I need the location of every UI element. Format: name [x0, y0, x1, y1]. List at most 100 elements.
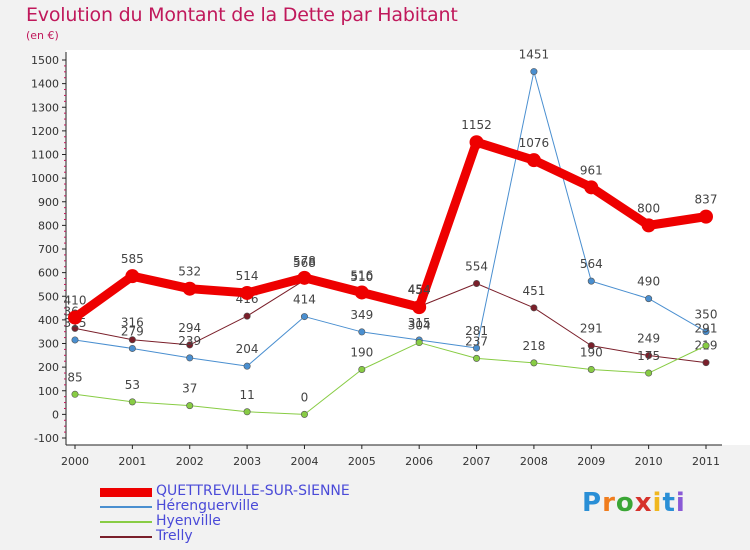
y-tick-label: -100 [34, 432, 59, 445]
series-hyenville: 85 53 37 11 0 190 304 237 218 190 175 291 [67, 319, 717, 418]
data-point [300, 410, 308, 418]
data-label: 451 [522, 284, 545, 298]
y-tick-label: 700 [38, 243, 59, 256]
data-label: 414 [293, 293, 316, 307]
logo-letter: i [675, 488, 686, 518]
data-label: 291 [695, 322, 718, 336]
data-label: 554 [465, 259, 488, 273]
y-tick-label: 500 [38, 290, 59, 303]
data-label: 190 [580, 345, 603, 359]
data-label: 304 [408, 319, 431, 333]
legend-label: QUETTREVILLE-SUR-SIENNE [156, 483, 350, 499]
data-label: 218 [522, 339, 545, 353]
x-tick-label: 2006 [405, 455, 433, 468]
data-point [186, 354, 194, 362]
data-point [71, 336, 79, 344]
data-label: 800 [637, 201, 660, 215]
data-label: 532 [178, 265, 201, 279]
data-point [412, 300, 427, 315]
x-tick-label: 2001 [118, 455, 146, 468]
legend-label: Hyenville [156, 513, 221, 529]
x-tick-label: 2004 [290, 455, 318, 468]
x-tick-label: 2003 [233, 455, 261, 468]
data-label: 0 [301, 390, 309, 404]
data-label: 291 [580, 322, 603, 336]
y-tick-label: 800 [38, 219, 59, 232]
data-label: 514 [236, 269, 259, 283]
x-tick-label: 2005 [348, 455, 376, 468]
data-point [645, 295, 653, 303]
y-tick-label: 1200 [31, 125, 59, 138]
data-label: 350 [695, 308, 718, 322]
data-point [300, 313, 308, 321]
data-point [128, 344, 136, 352]
x-tick-label: 2002 [176, 455, 204, 468]
data-point [243, 362, 251, 370]
data-point [240, 285, 255, 300]
data-label: 315 [408, 316, 431, 330]
legend-swatch [100, 521, 152, 523]
y-tick-label: 1400 [31, 78, 59, 91]
y-tick-label: 1100 [31, 149, 59, 162]
y-tick-label: 400 [38, 314, 59, 327]
data-label: 349 [350, 308, 373, 322]
proxiti-logo: Proxiti [582, 488, 686, 518]
logo-letter: o [615, 488, 635, 518]
data-point [125, 269, 140, 284]
data-label: 1152 [461, 118, 492, 132]
data-point [473, 279, 481, 287]
data-label: 516 [350, 268, 373, 282]
series-quettreville-sur-sienne: 410 585 532 514 578 516 454 1152 1076 961 800 837 [64, 118, 718, 325]
data-point [587, 365, 595, 373]
data-point [702, 342, 710, 350]
data-point [530, 359, 538, 367]
y-tick-label: 300 [38, 338, 59, 351]
y-tick-label: 600 [38, 267, 59, 280]
data-label: 85 [67, 370, 82, 384]
data-label: 11 [239, 388, 254, 402]
data-point [243, 408, 251, 416]
data-label: 175 [637, 349, 660, 363]
logo-letter: t [662, 488, 676, 518]
data-point [128, 398, 136, 406]
data-label: 316 [121, 316, 144, 330]
series-h-renguerville: 3152792392044143493152811451564490350 [64, 48, 718, 370]
x-tick-label: 2008 [520, 455, 548, 468]
data-label: 564 [580, 257, 603, 271]
data-point [473, 354, 481, 362]
data-point [358, 328, 366, 336]
data-point [641, 218, 656, 233]
legend-label: Hérenguerville [156, 498, 259, 514]
data-label: 837 [695, 193, 718, 207]
y-tick-label: 1000 [31, 172, 59, 185]
legend-label: Trelly [156, 528, 193, 544]
data-label: 961 [580, 163, 603, 177]
data-point [186, 402, 194, 410]
data-point [702, 359, 710, 367]
logo-letter: r [602, 488, 616, 518]
data-label: 1076 [519, 136, 550, 150]
data-point [584, 180, 599, 195]
data-point [645, 369, 653, 377]
x-tick-label: 2011 [692, 455, 720, 468]
data-label: 585 [121, 252, 144, 266]
x-tick-label: 2009 [577, 455, 605, 468]
legend-swatch [100, 487, 152, 497]
data-label: 204 [236, 342, 259, 356]
data-point [530, 304, 538, 312]
data-label: 578 [293, 254, 316, 268]
legend-swatch [100, 536, 152, 538]
x-tick-label: 2007 [463, 455, 491, 468]
data-point [354, 285, 369, 300]
y-tick-label: 900 [38, 196, 59, 209]
logo-letter: P [582, 488, 603, 518]
legend-item: Hérenguerville [100, 499, 400, 514]
data-point [358, 365, 366, 373]
series-line [74, 71, 707, 367]
data-label: 37 [182, 382, 197, 396]
data-label: 294 [178, 321, 201, 335]
data-point [128, 336, 136, 344]
data-point [71, 390, 79, 398]
x-tick-label: 2000 [61, 455, 89, 468]
